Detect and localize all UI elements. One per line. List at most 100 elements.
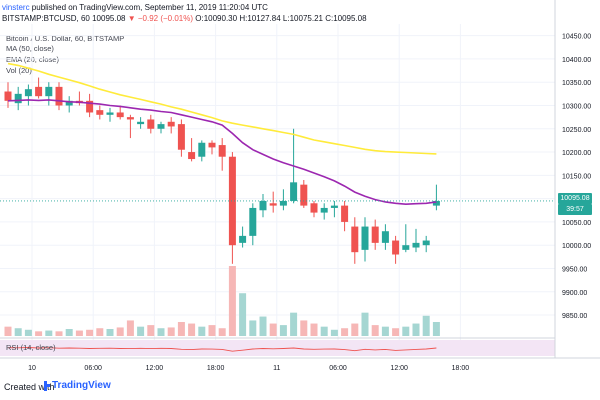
- volume-bar: [218, 328, 226, 336]
- volume-bar: [126, 320, 134, 336]
- candle-body: [106, 112, 114, 115]
- x-tick-label: 10: [28, 365, 36, 372]
- volume-bar: [371, 325, 379, 336]
- candle-body: [167, 121, 175, 127]
- volume-bar: [300, 320, 308, 336]
- volume-bar: [239, 293, 247, 336]
- candle-body: [45, 86, 53, 97]
- candle-body: [432, 200, 440, 206]
- ohlc-line: BITSTAMP:BTCUSD, 60 10095.08 ▼ −0.92 (−0…: [2, 14, 367, 24]
- low-label: L:: [282, 14, 290, 23]
- volume-bar: [412, 323, 420, 336]
- change-text: ▼ −0.92 (−0.01%): [127, 14, 194, 23]
- volume-bar: [157, 328, 165, 336]
- candle-body: [300, 184, 308, 206]
- volume-bar: [167, 327, 175, 336]
- volume-bar: [402, 326, 410, 336]
- y-tick-label: 10000.00: [562, 243, 591, 250]
- volume-bar: [269, 323, 277, 336]
- close-value: 10095.08: [333, 14, 367, 23]
- low-value: 10075.21: [289, 14, 323, 23]
- volume-bar: [4, 326, 12, 336]
- candle-body: [228, 156, 236, 246]
- ema-20-line: [7, 99, 437, 206]
- volume-bar: [381, 326, 389, 336]
- rsi-pane: [0, 340, 555, 356]
- price-chart[interactable]: 10450.00 10400.00 10350.00 10300.00 10250.00…: [0, 0, 600, 376]
- volume-bar: [422, 315, 430, 336]
- created-with-text: Created with: [4, 382, 55, 392]
- volume-bar: [341, 328, 349, 336]
- chart-title-label: Bitcoin / U.S. Dollar, 60, BITSTAMP: [6, 34, 125, 43]
- candle-body: [126, 117, 134, 120]
- volume-bar: [392, 328, 400, 336]
- candle-body: [371, 226, 379, 243]
- y-tick-label: 10150.00: [562, 173, 591, 180]
- y-tick-label: 10250.00: [562, 127, 591, 134]
- vol-legend[interactable]: Vol (20): [6, 66, 32, 75]
- candle-body: [351, 226, 359, 253]
- volume-bar: [249, 320, 257, 336]
- open-value: 10090.30: [203, 14, 238, 23]
- y-tick-label: 10300.00: [562, 103, 591, 110]
- candle-body: [330, 205, 338, 208]
- candle-body: [249, 207, 257, 236]
- candle-body: [35, 86, 43, 97]
- candle-body: [157, 124, 165, 129]
- x-tick-label: 06:00: [329, 365, 347, 372]
- candle-body: [279, 200, 287, 206]
- x-tick-label: 06:00: [84, 365, 102, 372]
- countdown-tag: 39:57: [558, 204, 592, 215]
- author-link[interactable]: vinsterc: [2, 3, 30, 12]
- x-tick-label: 18:00: [207, 365, 225, 372]
- symbol-label: BITSTAMP:BTCUSD, 60: [2, 14, 90, 23]
- publish-line: vinsterc published on TradingView.com, S…: [2, 3, 268, 13]
- open-label: O:: [195, 14, 204, 23]
- volume-bar: [75, 330, 83, 336]
- ma-legend[interactable]: MA (50, close): [6, 44, 54, 53]
- volume-bar: [137, 326, 145, 336]
- candle-body: [188, 152, 196, 160]
- candle-body: [116, 112, 124, 118]
- volume-bar: [228, 266, 236, 336]
- candle-body: [86, 100, 94, 113]
- rsi-legend[interactable]: RSI (14, close): [6, 343, 56, 352]
- candles: [4, 77, 440, 264]
- volume-bar: [330, 329, 338, 336]
- candle-body: [218, 145, 226, 157]
- candle-body: [137, 121, 145, 125]
- candle-body: [381, 231, 389, 243]
- candle-body: [4, 91, 12, 101]
- y-tick-label: 10400.00: [562, 57, 591, 64]
- volume-bar: [35, 331, 43, 336]
- candle-body: [55, 86, 63, 106]
- volume-bar: [290, 312, 298, 336]
- x-tick-label: 12:00: [390, 365, 408, 372]
- y-tick-label: 10450.00: [562, 34, 591, 41]
- tradingview-link[interactable]: TradingView: [52, 380, 111, 391]
- candle-body: [392, 240, 400, 255]
- volume-bar: [208, 325, 216, 336]
- candle-body: [14, 93, 22, 104]
- y-tick-label: 10350.00: [562, 80, 591, 87]
- candle-body: [147, 119, 155, 129]
- volume-bar: [198, 326, 206, 336]
- volume-bar: [45, 330, 53, 336]
- volume-bars: [4, 266, 440, 336]
- indicator-lines: [0, 62, 555, 206]
- rsi-line: [7, 347, 437, 352]
- y-tick-label: 9950.00: [562, 266, 587, 273]
- volume-bar: [310, 323, 318, 336]
- volume-bar: [55, 331, 63, 336]
- candle-body: [422, 240, 430, 246]
- volume-bar: [432, 322, 440, 336]
- x-tick-label: 18:00: [452, 365, 470, 372]
- volume-bar: [351, 323, 359, 336]
- candle-body: [239, 235, 247, 243]
- tradingview-logo-icon: [44, 381, 50, 391]
- published-text: published on TradingView.com, September …: [31, 3, 268, 12]
- candle-body: [412, 242, 420, 248]
- y-tick-label: 9850.00: [562, 313, 587, 320]
- ma-50-line: [7, 62, 437, 155]
